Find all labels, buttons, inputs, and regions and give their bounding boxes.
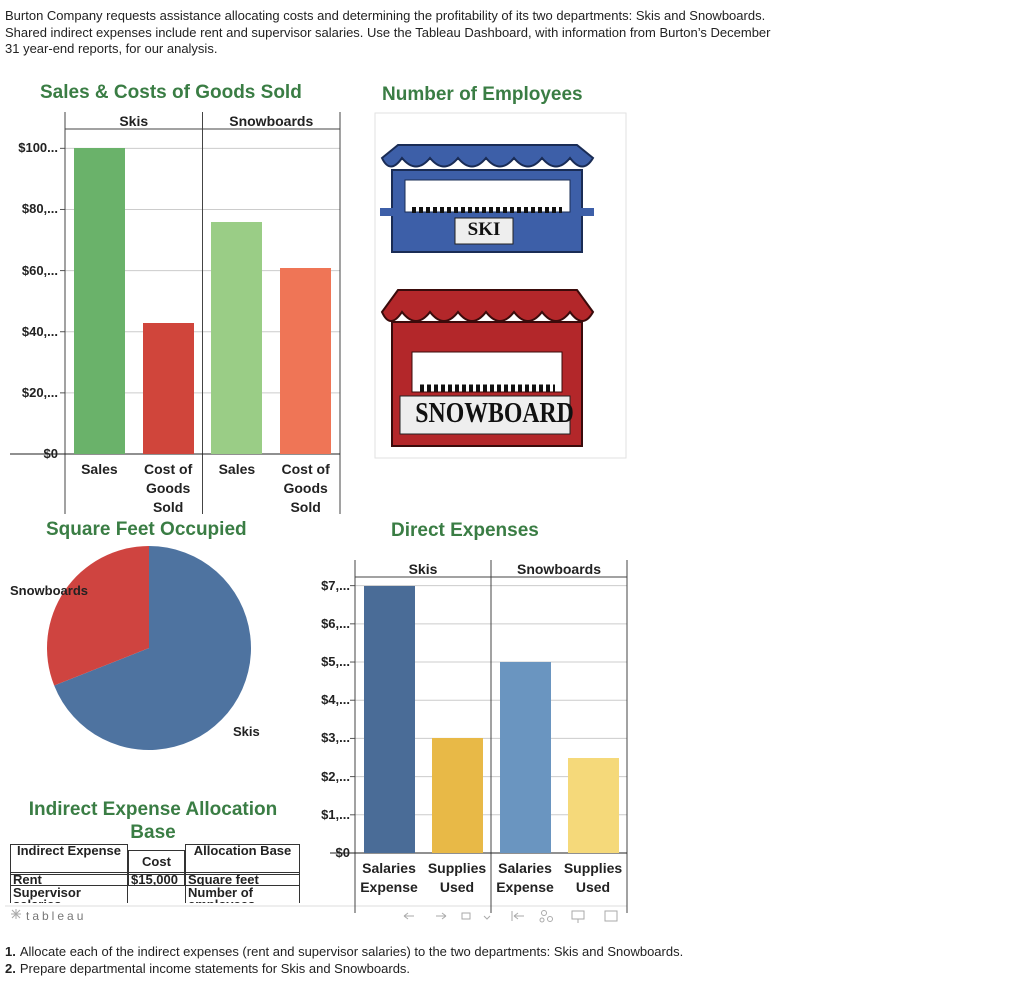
table-cell: $15,000 bbox=[128, 872, 185, 886]
bar bbox=[142, 322, 194, 454]
y-tick-label: $3,... bbox=[321, 730, 350, 746]
y-tick-label: $100... bbox=[18, 140, 58, 156]
question-text: Allocate each of the indirect expenses (… bbox=[19, 944, 684, 959]
chart-title: Sales & Costs of Goods Sold bbox=[40, 82, 302, 103]
x-tick-label: Cost of Goods Sold bbox=[144, 461, 193, 515]
toolbar-icons bbox=[11, 909, 618, 923]
table-title: Indirect Expense Allocation Base bbox=[28, 799, 278, 843]
table-header: Indirect Expense bbox=[10, 844, 128, 875]
bar bbox=[363, 585, 415, 853]
intro-text: Burton Company requests assistance alloc… bbox=[5, 8, 771, 56]
bar bbox=[431, 738, 483, 853]
ski-store-icon bbox=[380, 144, 595, 253]
table-cell: Square feet bbox=[185, 872, 300, 886]
y-tick-label: $1,... bbox=[321, 806, 350, 822]
pie-label: Skis bbox=[233, 724, 260, 739]
y-tick-label: $0 bbox=[43, 446, 58, 461]
question: 1. Allocate each of the indirect expenses… bbox=[5, 944, 683, 959]
y-tick-label: $2,... bbox=[321, 768, 350, 784]
pie-slice bbox=[54, 546, 252, 750]
question-number: 1. bbox=[5, 944, 16, 959]
table-header: Allocation Base bbox=[185, 844, 300, 875]
y-tick-label: $5,... bbox=[321, 654, 350, 670]
chart-title: Square Feet Occupied bbox=[46, 519, 247, 540]
x-tick-label: Cost of Goods Sold bbox=[281, 461, 330, 515]
y-tick-label: $20,... bbox=[21, 384, 58, 400]
pie-label: Snowboards bbox=[10, 583, 89, 598]
snowboard-store-icon bbox=[380, 289, 595, 447]
question-number: 2. bbox=[5, 961, 16, 976]
group-header: Snowboards bbox=[516, 561, 601, 577]
group-header: Skis bbox=[119, 113, 149, 129]
x-tick-label: Sales bbox=[218, 461, 256, 477]
table-cell: Supervisor salaries bbox=[10, 885, 128, 903]
x-tick-label: Supplies Used bbox=[563, 860, 623, 895]
table-cell: Number of employees bbox=[185, 885, 300, 903]
chart-title: Direct Expenses bbox=[391, 520, 539, 541]
x-tick-label: Salaries Expense bbox=[496, 860, 554, 895]
y-tick-label: $6,... bbox=[321, 615, 350, 631]
y-tick-label: $80,... bbox=[21, 201, 58, 217]
group-header: Skis bbox=[408, 561, 438, 577]
table-header: Cost bbox=[128, 850, 185, 875]
y-tick-label: $7,... bbox=[321, 577, 350, 593]
chart-title: Number of Employees bbox=[382, 84, 583, 105]
tableau-logo: tableau bbox=[26, 909, 87, 923]
x-tick-label: Sales bbox=[81, 461, 118, 477]
bar bbox=[73, 148, 125, 454]
pie-slice bbox=[46, 546, 150, 686]
store-sign: SNOWBOARD bbox=[415, 397, 574, 429]
store-sign: SKI bbox=[467, 219, 501, 240]
y-tick-label: $60,... bbox=[21, 262, 58, 278]
bar bbox=[280, 267, 332, 454]
employees-panel bbox=[374, 112, 627, 459]
table-cell: Rent bbox=[10, 872, 128, 886]
x-tick-label: Salaries Expense bbox=[360, 860, 418, 895]
question: 2. Prepare departmental income statements… bbox=[5, 961, 410, 976]
y-tick-label: $0 bbox=[335, 845, 350, 860]
bar bbox=[567, 757, 619, 853]
bar bbox=[499, 662, 551, 853]
question-text: Prepare departmental income statements f… bbox=[19, 961, 411, 976]
y-tick-label: $4,... bbox=[321, 692, 350, 708]
y-tick-label: $40,... bbox=[21, 323, 58, 339]
bar bbox=[211, 221, 263, 454]
group-header: Snowboards bbox=[229, 113, 314, 129]
x-tick-label: Supplies Used bbox=[427, 860, 487, 895]
